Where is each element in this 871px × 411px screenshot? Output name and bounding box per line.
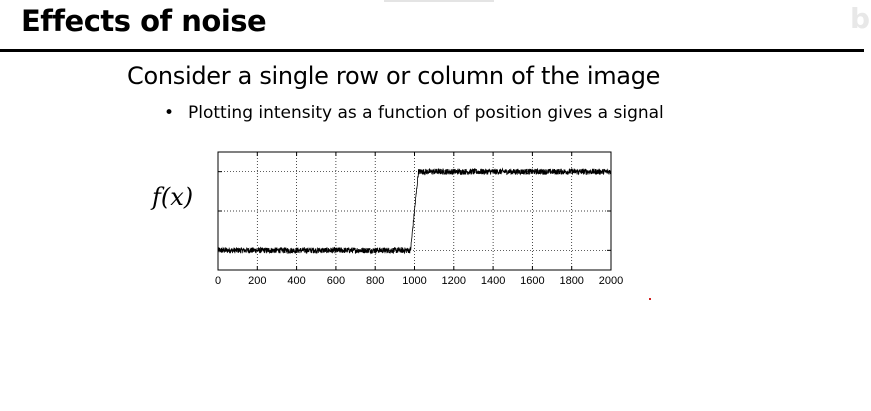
bullet-text: Plotting intensity as a function of posi… [188,103,664,123]
bullet-marker: • [164,103,175,123]
logo-icon: b [850,2,871,35]
x-tick-label: 1400 [481,275,505,287]
slide-heading: Consider a single row or column of the i… [127,62,661,90]
x-tick-label: 800 [366,275,384,287]
top-tab-decoration [384,0,494,2]
x-tick-label: 0 [215,275,221,287]
signal-line [217,167,612,255]
x-tick-label: 1200 [442,275,466,287]
slide-title: Effects of noise [21,4,267,38]
red-dot [649,298,651,300]
x-tick-label: 200 [248,275,266,287]
bullet-item: • Plotting intensity as a function of pos… [164,103,664,123]
x-tick-label: 2000 [599,275,623,287]
x-tick-label: 1800 [559,275,583,287]
y-axis-label: f(x) [152,183,194,211]
x-tick-label: 1000 [402,275,426,287]
x-tick-label: 1600 [520,275,544,287]
title-underline [0,49,864,52]
x-tick-label: 400 [287,275,305,287]
x-tick-label: 600 [327,275,345,287]
